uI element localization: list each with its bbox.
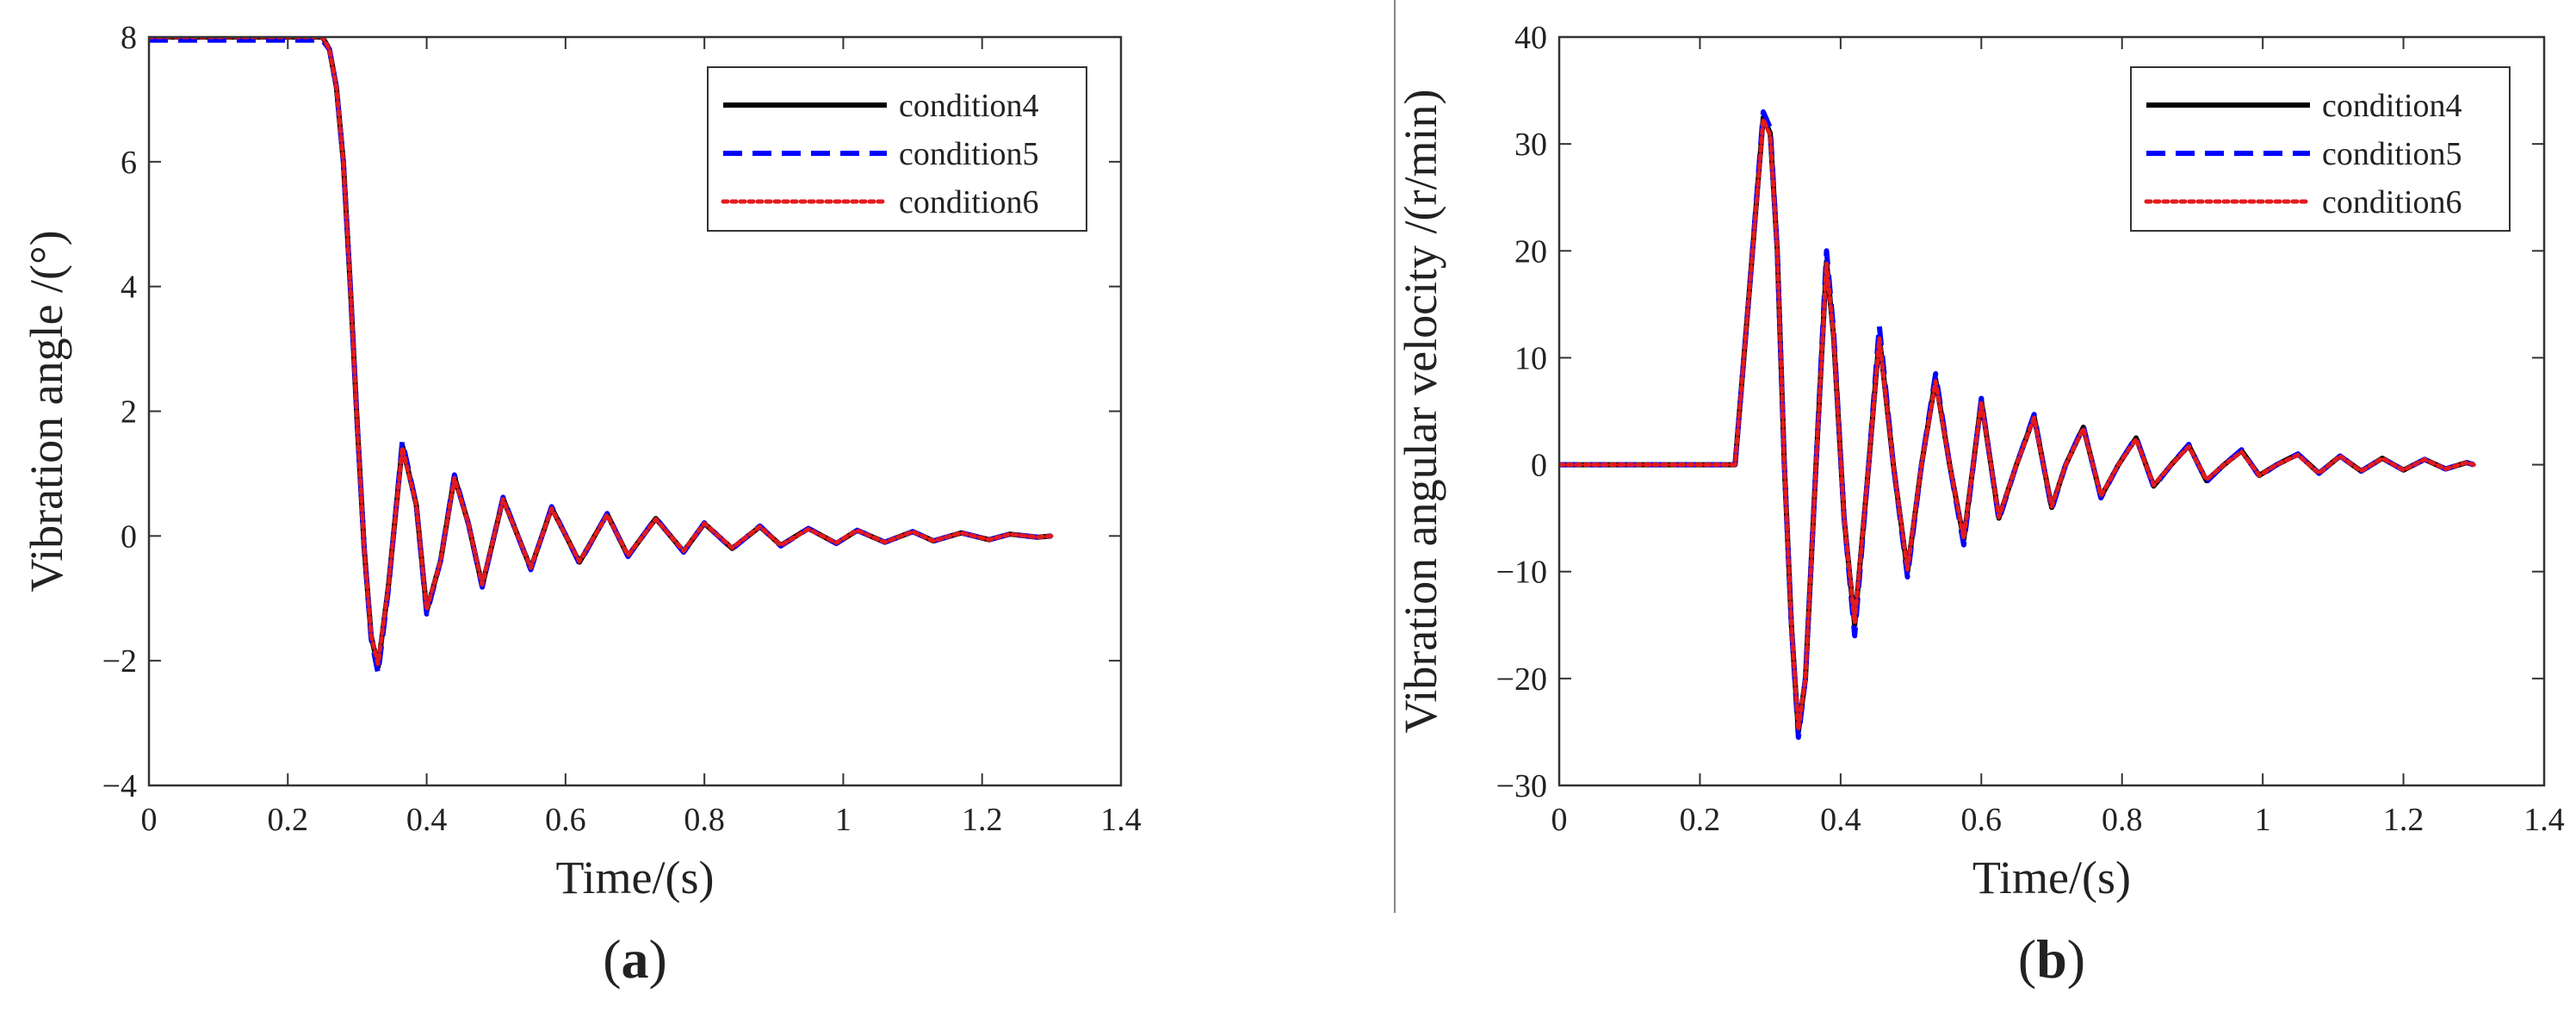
panel-label-open: ( (603, 928, 621, 990)
y-tick-label: 6 (121, 145, 137, 181)
y-tick-label: 30 (1514, 127, 1547, 163)
y-tick-label: −4 (102, 768, 137, 804)
y-tick-label: 8 (121, 20, 137, 56)
y-tick-label: −20 (1496, 661, 1547, 698)
series-line-condition6 (149, 37, 1054, 667)
x-axis-label: Time/(s) (1972, 852, 2131, 903)
y-tick-label: −30 (1496, 768, 1547, 804)
panel-label-letter: a (622, 928, 649, 990)
chart-b: 0 0.2 0.4 0.6 0.8 1 1.2 1.4 −30 −20 −10 0 10 20 30 40 co… (1395, 20, 2565, 990)
y-tick-label: 4 (121, 270, 137, 306)
panel-label-close: ) (649, 928, 667, 990)
x-tick-label: 0 (141, 802, 158, 838)
series-group (149, 37, 1054, 676)
x-tick-label: 0.2 (268, 802, 309, 838)
x-tick-label: 1 (2255, 802, 2271, 838)
plot-frame (147, 35, 1123, 787)
panel-label: (b) (2018, 928, 2085, 990)
legend-label: condition4 (2322, 88, 2462, 124)
legend-label: condition6 (899, 184, 1039, 220)
panel-label-letter: b (2036, 928, 2067, 990)
y-tick-label: −2 (102, 643, 137, 680)
legend-label: condition5 (2322, 136, 2462, 172)
panel-label-close: ) (2067, 928, 2085, 990)
x-tick-label: 1.2 (962, 802, 1003, 838)
y-tick-label: 20 (1514, 233, 1547, 270)
x-tick-label: 1.4 (1100, 802, 1142, 838)
x-tick-label: 0.8 (2102, 802, 2143, 838)
chart-a: 0 0.2 0.4 0.6 0.8 1 1.2 1.4 −4 −2 0 2 4 6 8 condition4 c… (21, 20, 1142, 990)
x-tick-label: 0.2 (1680, 802, 1721, 838)
y-tick-label: 2 (121, 394, 137, 431)
panel-label: (a) (603, 928, 667, 990)
x-tick-label: 0.8 (684, 802, 725, 838)
series-group (1559, 109, 2476, 741)
legend-label: condition5 (899, 136, 1039, 172)
series-line-condition6 (1559, 117, 2476, 732)
legend-label: condition6 (2322, 184, 2462, 220)
panel-label-open: ( (2018, 928, 2036, 990)
x-tick-label: 0.4 (406, 802, 448, 838)
x-tick-label: 1.2 (2383, 802, 2424, 838)
y-tick-label: 10 (1514, 340, 1547, 376)
y-tick-label: 0 (121, 518, 137, 555)
x-tick-label: 0.4 (1820, 802, 1861, 838)
y-axis-label: Vibration angular velocity /(r/min) (1395, 89, 1446, 733)
plot-frame (1557, 35, 2546, 787)
y-axis-label: Vibration angle /(°) (21, 230, 72, 592)
x-tick-label: 0.6 (545, 802, 586, 838)
x-tick-label: 0.6 (1961, 802, 2003, 838)
legend-label: condition4 (899, 88, 1039, 124)
x-tick-label: 1.4 (2523, 802, 2565, 838)
y-tick-label: 0 (1531, 448, 1547, 484)
x-axis-label: Time/(s) (555, 852, 714, 903)
y-tick-label: −10 (1496, 555, 1547, 591)
x-tick-label: 1 (835, 802, 851, 838)
y-tick-label: 40 (1514, 20, 1547, 56)
x-tick-label: 0 (1551, 802, 1568, 838)
